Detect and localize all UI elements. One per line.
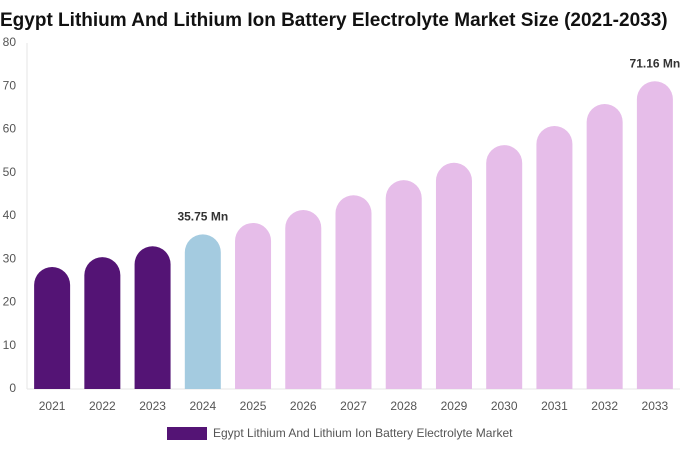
x-tick-label: 2025 [240,399,267,413]
y-tick-label: 40 [3,208,17,222]
bar [134,246,171,389]
value-label: 71.16 Mn [630,56,680,70]
bar [335,195,372,389]
bar [84,257,121,389]
bar [435,162,472,389]
y-tick-label: 0 [9,381,16,395]
x-tick-label: 2032 [591,399,618,413]
y-tick-label: 70 [3,78,17,92]
y-tick-label: 20 [3,295,17,309]
y-tick-label: 50 [3,165,17,179]
x-tick-label: 2022 [89,399,116,413]
bar [586,103,623,390]
bar [235,222,272,389]
y-tick-label: 30 [3,251,17,265]
x-tick-label: 2024 [189,399,216,413]
x-tick-label: 2023 [139,399,166,413]
x-tick-label: 2029 [441,399,468,413]
bar [385,180,422,389]
value-label: 35.75 Mn [177,210,228,224]
bar [34,267,71,389]
bar [636,81,673,389]
legend-swatch [167,427,207,440]
x-tick-label: 2031 [541,399,568,413]
x-tick-label: 2027 [340,399,367,413]
y-tick-label: 80 [3,35,17,49]
bar [184,234,221,389]
x-tick-label: 2026 [290,399,317,413]
y-tick-label: 60 [3,122,17,136]
legend-label: Egypt Lithium And Lithium Ion Battery El… [213,426,513,440]
bar [536,126,573,390]
chart-title: Egypt Lithium And Lithium Ion Battery El… [0,10,668,31]
bar [285,209,322,389]
x-tick-label: 2030 [491,399,518,413]
bar [486,145,523,389]
x-tick-label: 2033 [642,399,669,413]
y-tick-label: 10 [3,338,17,352]
x-tick-label: 2028 [390,399,417,413]
x-tick-label: 2021 [39,399,66,413]
